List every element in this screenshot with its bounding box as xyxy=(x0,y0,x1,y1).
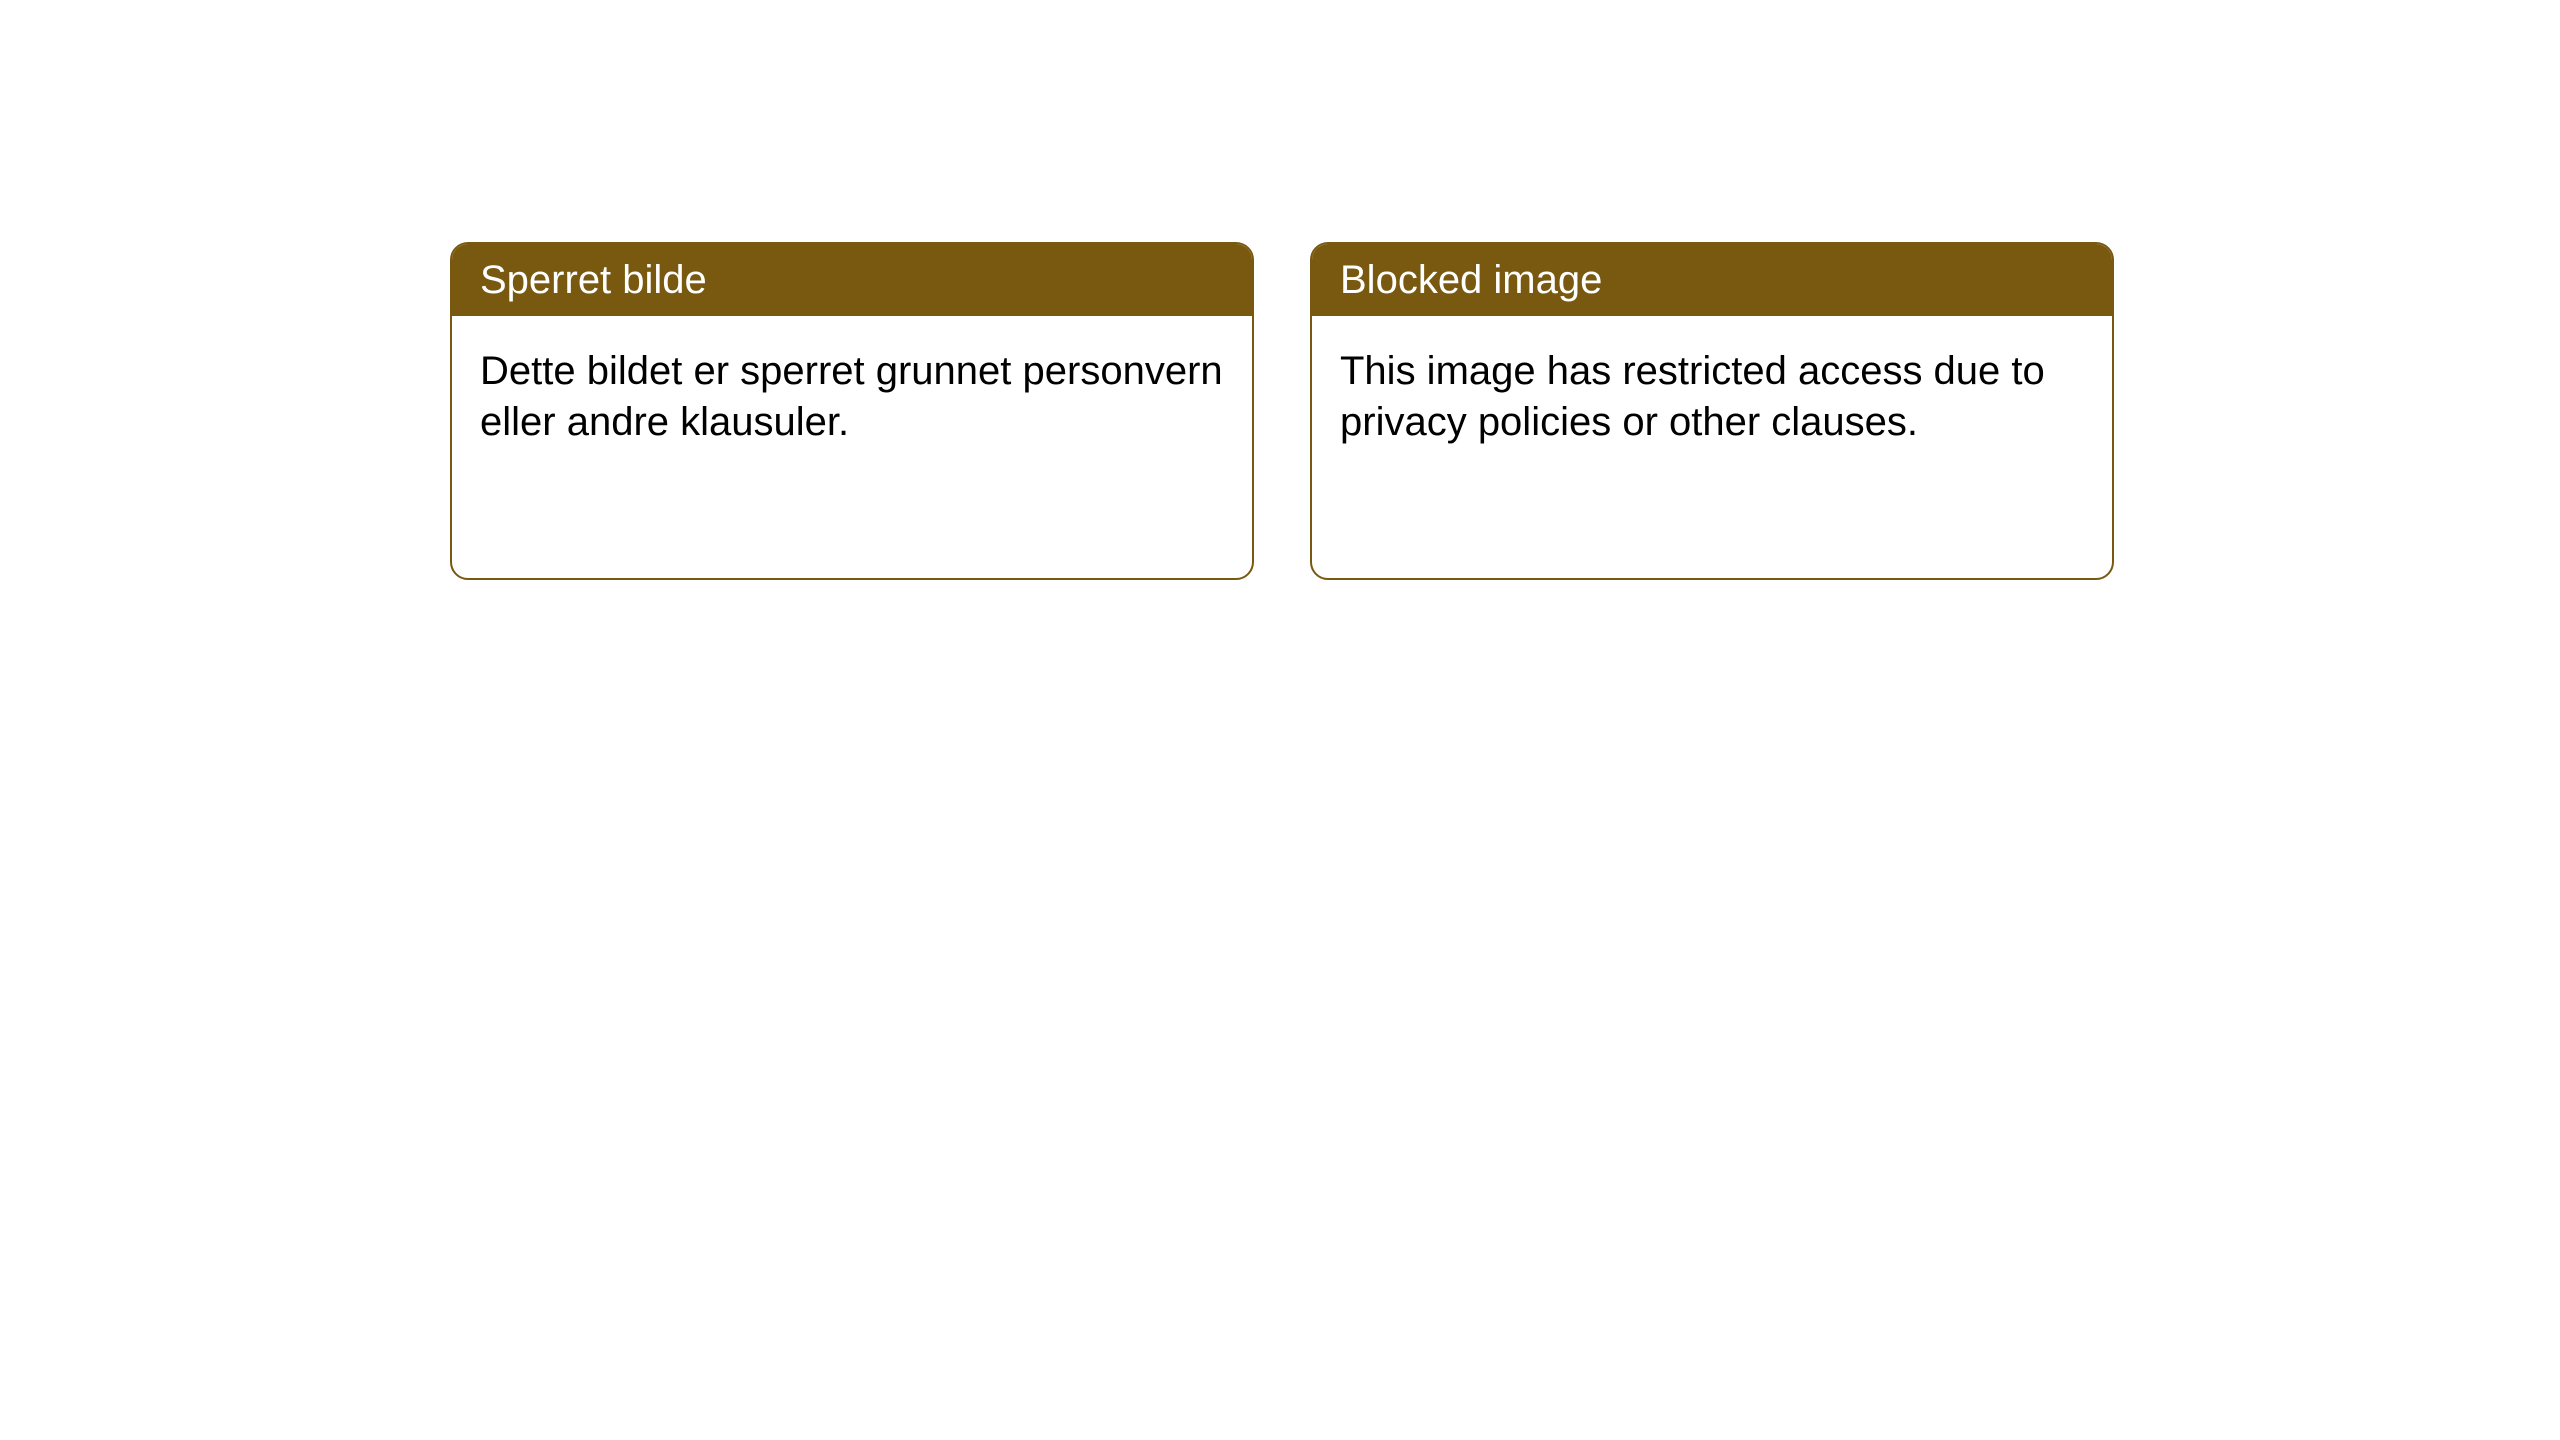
card-body-text: This image has restricted access due to … xyxy=(1340,349,2045,444)
card-title: Sperret bilde xyxy=(480,258,707,302)
blocked-image-card-english: Blocked image This image has restricted … xyxy=(1310,242,2114,580)
card-body-norwegian: Dette bildet er sperret grunnet personve… xyxy=(452,316,1252,478)
card-body-text: Dette bildet er sperret grunnet personve… xyxy=(480,349,1223,444)
card-header-norwegian: Sperret bilde xyxy=(452,244,1252,316)
card-title: Blocked image xyxy=(1340,258,1602,302)
blocked-image-card-norwegian: Sperret bilde Dette bildet er sperret gr… xyxy=(450,242,1254,580)
card-body-english: This image has restricted access due to … xyxy=(1312,316,2112,478)
card-header-english: Blocked image xyxy=(1312,244,2112,316)
cards-container: Sperret bilde Dette bildet er sperret gr… xyxy=(0,0,2560,580)
